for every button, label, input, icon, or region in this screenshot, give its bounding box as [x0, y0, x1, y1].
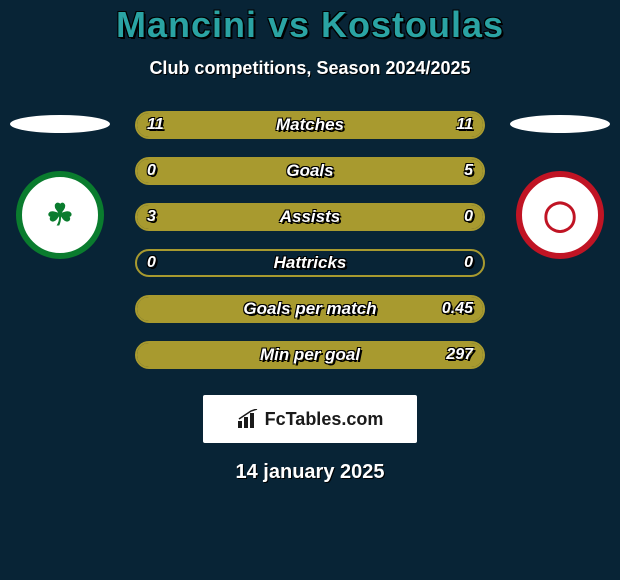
page-title: Mancini vs Kostoulas: [0, 4, 620, 46]
chart-icon: [237, 409, 259, 429]
stat-bar: 0.45Goals per match: [135, 295, 485, 323]
stat-label: Hattricks: [137, 251, 483, 275]
stat-value-right: 0: [464, 251, 473, 275]
stat-bars: 1111Matches 05Goals 30Assists 0 0Hattricks 0.…: [135, 111, 485, 369]
player-right-panel: ◯: [500, 111, 620, 259]
player-silhouette-right: [510, 115, 610, 133]
player-left-panel: ☘: [0, 111, 120, 259]
subtitle: Club competitions, Season 2024/2025: [0, 58, 620, 79]
stat-bar: 1111Matches: [135, 111, 485, 139]
club-badge-right: ◯: [516, 171, 604, 259]
club-symbol-left: ☘: [47, 198, 74, 233]
date-text: 14 january 2025: [0, 461, 620, 484]
comparison-card: Mancini vs Kostoulas Club competitions, …: [0, 0, 620, 580]
stat-bar: 30Assists: [135, 203, 485, 231]
stat-value-left: 0: [147, 251, 156, 275]
club-symbol-right: ◯: [543, 198, 577, 233]
stat-bar: 05Goals: [135, 157, 485, 185]
logo-text: FcTables.com: [265, 409, 384, 430]
fctables-logo: FcTables.com: [203, 395, 417, 443]
player-silhouette-left: [10, 115, 110, 133]
stat-bar: 297Min per goal: [135, 341, 485, 369]
club-badge-left: ☘: [16, 171, 104, 259]
stat-bar: 0 0Hattricks: [135, 249, 485, 277]
content-area: ☘ ◯ 1111Matches 05Goals 30Assists 0 0Hattric…: [0, 111, 620, 369]
